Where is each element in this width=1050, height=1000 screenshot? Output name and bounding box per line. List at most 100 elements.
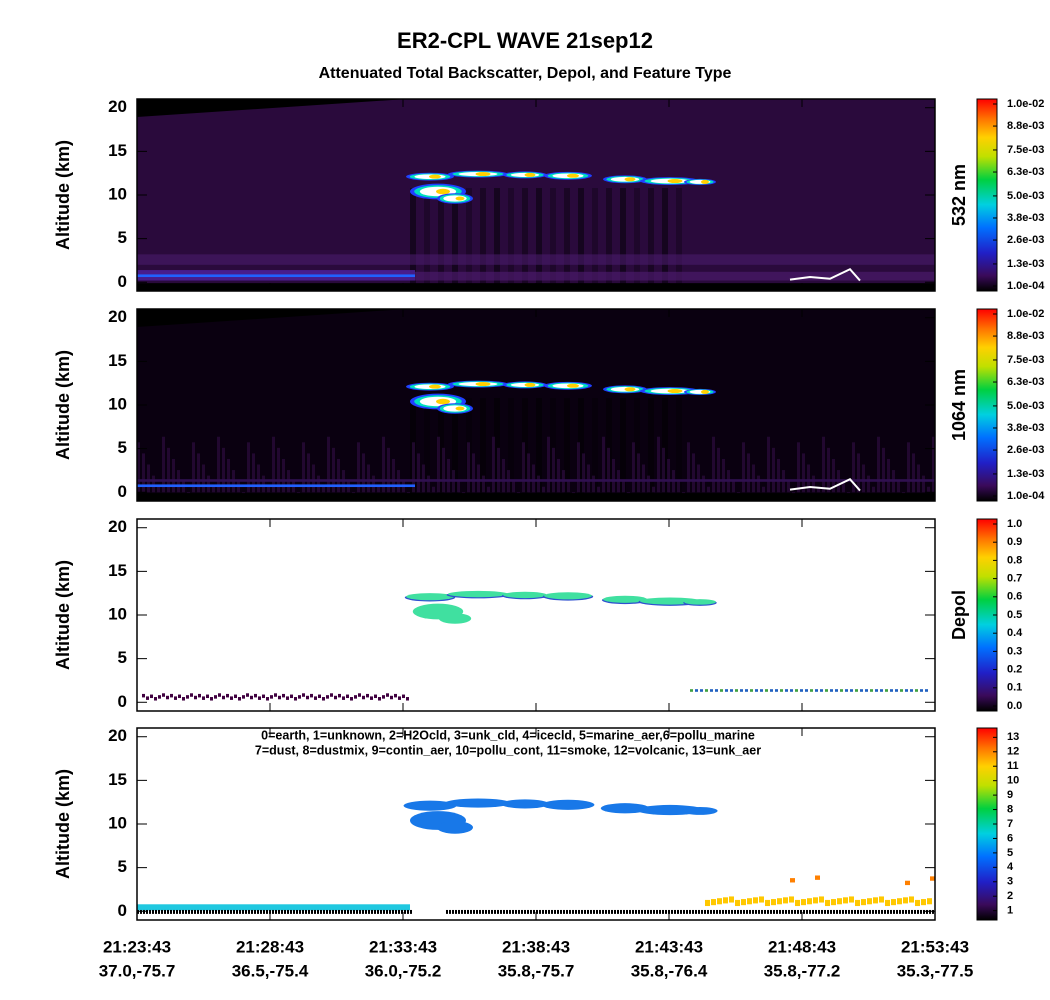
curtain-cell	[281, 909, 283, 914]
curtain-cell	[776, 909, 778, 914]
curtain-cell	[218, 693, 221, 697]
curtain-cell	[521, 909, 523, 914]
curtain-cell	[146, 696, 149, 700]
curtain-cell	[682, 492, 685, 494]
curtain-cell	[794, 909, 796, 914]
curtain-cell	[512, 909, 514, 914]
curtain-cell	[569, 909, 571, 914]
colorbar-tick-label: 8	[1007, 803, 1013, 815]
curtain-cell	[508, 398, 514, 497]
colorbar-tick-label: 0.9	[1007, 536, 1022, 548]
curtain-cell	[485, 909, 487, 914]
curtain-cell	[742, 442, 745, 493]
curtain-cell	[642, 464, 645, 493]
curtain-cell	[412, 442, 415, 493]
curtain-cell	[755, 909, 757, 914]
curtain-cell	[162, 693, 165, 697]
cloud-feature	[500, 799, 550, 809]
curtain-cell	[282, 458, 285, 493]
curtain-cell	[158, 909, 160, 914]
curtain-cell	[735, 689, 738, 692]
curtain-cell	[807, 898, 812, 905]
curtain-cell	[140, 909, 142, 914]
curtain-cell	[407, 492, 410, 494]
curtain-cell	[494, 188, 500, 287]
curtain-cell	[206, 694, 209, 699]
curtain-cell	[734, 909, 736, 914]
curtain-cell	[812, 475, 815, 493]
curtain-cell	[539, 909, 541, 914]
curtain-cell	[198, 693, 201, 698]
curtain-cell	[487, 486, 490, 493]
curtain-cell	[190, 693, 193, 697]
curtain-cell	[602, 909, 604, 914]
curtain-cell	[704, 909, 706, 914]
curtain-cell	[932, 909, 934, 914]
colorbar-tick-label: 8.8e-03	[1007, 120, 1044, 132]
curtain-cell	[572, 492, 575, 494]
cloud-feature	[524, 382, 536, 387]
curtain-cell	[716, 909, 718, 914]
curtain-cell	[563, 909, 565, 914]
curtain-cell	[861, 899, 866, 906]
curtain-cell	[212, 486, 215, 493]
colorbar-tick-label: 7.5e-03	[1007, 354, 1044, 366]
curtain-cell	[227, 458, 230, 493]
curtain-cell	[848, 909, 850, 914]
curtain-cell	[467, 442, 470, 493]
curtain-cell	[491, 909, 493, 914]
curtain-cell	[735, 899, 740, 907]
colorbar-tick-label: 1.0	[1007, 518, 1022, 530]
curtain-cell	[647, 909, 649, 914]
colorbar-tick-label: 1.0e-04	[1007, 280, 1045, 292]
curtain-cell	[837, 898, 842, 905]
curtain-cell	[262, 694, 265, 699]
curtain-cell	[482, 475, 485, 493]
curtain-cell	[653, 909, 655, 914]
curtain-cell	[873, 897, 878, 904]
curtain-cell	[461, 909, 463, 914]
curtain-cell	[137, 479, 935, 482]
curtain-cell	[296, 909, 298, 914]
curtain-cell	[899, 909, 901, 914]
curtain-cell	[606, 188, 612, 287]
curtain-cell	[557, 458, 560, 493]
curtain-cell	[359, 909, 361, 914]
curtain-cell	[332, 447, 335, 493]
curtain-cell	[354, 695, 357, 699]
curtain-cell	[623, 909, 625, 914]
curtain-cell	[342, 696, 345, 700]
curtain-cell	[634, 398, 640, 497]
x-tick-label: 36.5,-75.4	[232, 961, 309, 980]
colorbar-tick-label: 0.5	[1007, 609, 1022, 621]
curtain-cell	[372, 475, 375, 493]
curtain-cell	[695, 689, 698, 692]
curtain-cell	[137, 274, 415, 278]
cloud-feature	[567, 383, 579, 388]
curtain-cell	[389, 909, 391, 914]
curtain-cell	[564, 188, 570, 287]
curtain-cell	[251, 909, 253, 914]
curtain-cell	[239, 909, 241, 914]
curtain-cell	[320, 909, 322, 914]
curtain-cell	[791, 909, 793, 914]
curtain-cell	[807, 464, 810, 493]
curtain-cell	[277, 447, 280, 493]
curtain-cell	[910, 689, 913, 692]
curtain-cell	[188, 909, 190, 914]
curtain-cell	[137, 904, 410, 911]
curtain-cell	[592, 475, 595, 493]
cloud-feature	[684, 599, 716, 605]
curtain-cell	[424, 188, 430, 287]
curtain-cell	[634, 188, 640, 287]
curtain-cell	[536, 909, 538, 914]
curtain-cell	[266, 697, 269, 701]
curtain-cell	[192, 442, 195, 493]
curtain	[137, 309, 935, 501]
curtain-cell	[185, 909, 187, 914]
curtain-cell	[479, 909, 481, 914]
curtain-cell	[752, 464, 755, 493]
curtain-cell	[851, 909, 853, 914]
curtain-cell	[792, 492, 795, 494]
